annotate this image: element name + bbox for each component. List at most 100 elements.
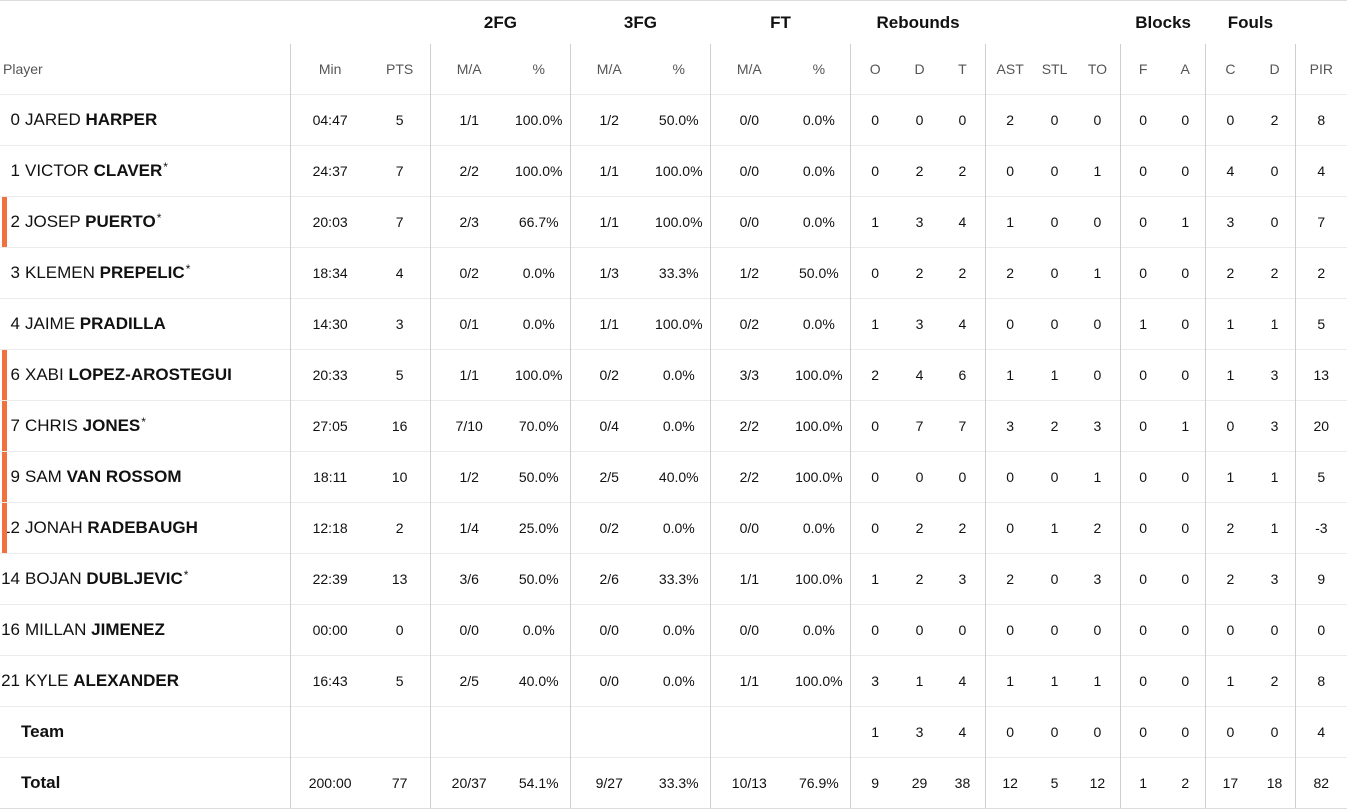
player-name-cell[interactable]: 4 JAIME PRADILLA	[0, 298, 291, 350]
cell-pts	[369, 706, 431, 758]
player-row[interactable]: 3 KLEMEN PREPELIC* 18:34 4 0/2 0.0% 1/3 33.3% 1/…	[0, 247, 1347, 299]
player-row[interactable]: 7 CHRIS JONES* 27:05 16 7/10 70.0% 0/4 0.0% 2/2 1…	[0, 400, 1347, 452]
cell-ast: 0	[985, 604, 1035, 656]
cell-reb-t: 2	[939, 502, 986, 554]
player-name-cell[interactable]: 0 JARED HARPER	[0, 94, 291, 146]
col-player: Player	[3, 61, 43, 77]
cell-blk-f: 0	[1120, 706, 1166, 758]
cell-ft-pct: 76.9%	[787, 757, 851, 809]
cell-ft-ma	[709, 706, 788, 758]
on-court-indicator	[2, 503, 7, 553]
cell-blk-f: 0	[1120, 451, 1166, 503]
player-row[interactable]: 6 XABI LOPEZ-AROSTEGUI 20:33 5 1/1 100.0% 0/2 0…	[0, 349, 1347, 401]
cell-min: 04:47	[289, 94, 370, 146]
cell-to: 1	[1074, 247, 1121, 299]
cell-pts: 5	[369, 655, 431, 707]
cell-stl: 0	[1034, 196, 1075, 248]
cell-foul-d: 3	[1254, 553, 1296, 605]
cell-foul-c: 0	[1205, 94, 1255, 146]
player-row[interactable]: 2 JOSEP PUERTO* 20:03 7 2/3 66.7% 1/1 100.0% 0/0…	[0, 196, 1347, 248]
player-last-name: VAN ROSSOM	[66, 467, 182, 486]
cell-reb-t: 4	[939, 655, 986, 707]
player-name-cell[interactable]: 9 SAM VAN ROSSOM	[0, 451, 291, 503]
player-first-name: SAM	[25, 467, 62, 486]
cell-fg3-pct: 0.0%	[647, 604, 711, 656]
cell-pir: 9	[1294, 553, 1347, 605]
player-name-cell[interactable]: 14 BOJAN DUBLJEVIC*	[0, 553, 291, 605]
player-row[interactable]: 12 JONAH RADEBAUGH 12:18 2 1/4 25.0% 0/2 0.0% 0/…	[0, 502, 1347, 554]
player-first-name: MILLAN	[25, 620, 87, 639]
cell-fg2-ma: 1/1	[429, 349, 508, 401]
player-name-cell[interactable]: 3 KLEMEN PREPELIC*	[0, 247, 291, 299]
group-2fg: 2FG	[483, 13, 517, 32]
cell-fg3-ma: 0/2	[569, 349, 648, 401]
cell-ast: 0	[985, 298, 1035, 350]
player-name-cell[interactable]: 21 KYLE ALEXANDER	[0, 655, 291, 707]
player-name-cell[interactable]: 1 VICTOR CLAVER*	[0, 145, 291, 197]
player-name-cell[interactable]: 2 JOSEP PUERTO*	[0, 196, 291, 248]
player-row[interactable]: 4 JAIME PRADILLA 14:30 3 0/1 0.0% 1/1 100.0% 0/2…	[0, 298, 1347, 350]
cell-fg2-pct: 50.0%	[507, 553, 571, 605]
player-first-name: VICTOR	[25, 161, 89, 180]
cell-blk-f: 1	[1120, 757, 1166, 809]
player-name-cell[interactable]: 16 MILLAN JIMENEZ	[0, 604, 291, 656]
cell-reb-d: 29	[899, 757, 940, 809]
cell-reb-d: 0	[899, 604, 940, 656]
col-reb-o: O	[850, 44, 900, 95]
cell-reb-t: 4	[939, 196, 986, 248]
on-court-indicator	[2, 350, 7, 400]
cell-reb-d: 3	[899, 196, 940, 248]
player-name-cell[interactable]: 12 JONAH RADEBAUGH	[0, 502, 291, 554]
cell-to: 1	[1074, 145, 1121, 197]
player-name-cell[interactable]: 7 CHRIS JONES*	[0, 400, 291, 452]
cell-pir: 7	[1294, 196, 1347, 248]
cell-to: 0	[1074, 298, 1121, 350]
cell-reb-o: 9	[850, 757, 900, 809]
cell-foul-c: 4	[1205, 145, 1255, 197]
cell-reb-t: 6	[939, 349, 986, 401]
col-3fg-pct: %	[672, 61, 685, 77]
cell-ast: 12	[985, 757, 1035, 809]
player-row[interactable]: 21 KYLE ALEXANDER 16:43 5 2/5 40.0% 0/0 0.0% 1/1…	[0, 655, 1347, 707]
cell-to: 0	[1074, 706, 1121, 758]
cell-to: 3	[1074, 553, 1121, 605]
cell-fg2-pct	[507, 706, 571, 758]
player-row[interactable]: 9 SAM VAN ROSSOM 18:11 10 1/2 50.0% 2/5 40.0% 2/…	[0, 451, 1347, 503]
col-stl: STL	[1041, 61, 1068, 77]
cell-reb-o: 1	[850, 553, 900, 605]
total-label: Total	[0, 757, 291, 809]
cell-reb-d: 2	[899, 553, 940, 605]
cell-fg2-ma: 3/6	[429, 553, 508, 605]
cell-blk-f: 0	[1120, 553, 1166, 605]
group-fouls: Fouls	[1227, 13, 1274, 32]
cell-fg2-pct: 40.0%	[507, 655, 571, 707]
col-foul-c: C	[1205, 44, 1255, 95]
cell-ast: 0	[985, 145, 1035, 197]
cell-foul-c: 1	[1205, 298, 1255, 350]
col-2fg-ma: M/A	[429, 44, 508, 95]
cell-fg3-ma: 0/0	[569, 655, 648, 707]
cell-pir: 4	[1294, 706, 1347, 758]
cell-stl: 2	[1034, 400, 1075, 452]
cell-foul-c: 2	[1205, 553, 1255, 605]
team-row: Team 1 3 4 0 0 0 0 0 0 0 4	[0, 706, 1347, 758]
player-first-name: JONAH	[25, 518, 83, 537]
player-last-name: PUERTO	[85, 212, 156, 231]
player-name-cell[interactable]: 6 XABI LOPEZ-AROSTEGUI	[0, 349, 291, 401]
player-number: 2	[10, 212, 20, 231]
player-row[interactable]: 14 BOJAN DUBLJEVIC* 22:39 13 3/6 50.0% 2/6 33.3…	[0, 553, 1347, 605]
player-row[interactable]: 1 VICTOR CLAVER* 24:37 7 2/2 100.0% 1/1 100.0% 0…	[0, 145, 1347, 197]
cell-min: 24:37	[289, 145, 370, 197]
player-row[interactable]: 0 JARED HARPER 04:47 5 1/1 100.0% 1/2 50.0% 0/0 0…	[0, 94, 1347, 146]
cell-fg2-ma: 2/3	[429, 196, 508, 248]
col-3fg-ma: M/A	[569, 44, 648, 95]
cell-reb-o: 1	[850, 706, 900, 758]
cell-pts: 2	[369, 502, 431, 554]
cell-stl: 0	[1034, 94, 1075, 146]
starter-mark: *	[156, 211, 162, 225]
cell-reb-d: 2	[899, 145, 940, 197]
player-row[interactable]: 16 MILLAN JIMENEZ 00:00 0 0/0 0.0% 0/0 0.0% 0/0 0…	[0, 604, 1347, 656]
player-number: 3	[10, 263, 20, 282]
cell-ft-pct	[787, 706, 851, 758]
